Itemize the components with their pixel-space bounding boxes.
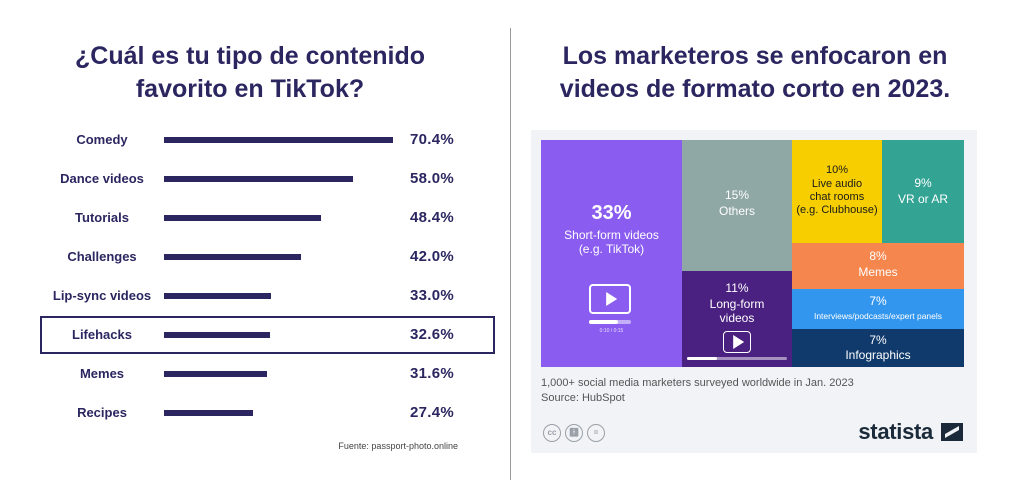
treemap-cell-memes: 8% Memes	[792, 243, 964, 289]
bar-value-label: 58.0%	[410, 170, 455, 187]
video-play-icon	[589, 284, 631, 314]
treemap-cell-long-form: 11% Long-form videos	[682, 271, 792, 367]
statista-logo[interactable]: statista	[833, 419, 963, 445]
bar-category-label: Memes	[79, 366, 125, 381]
video-progress-bar	[687, 357, 787, 360]
bar-category-label: Lip-sync videos	[52, 288, 152, 303]
video-progress-bar	[589, 320, 631, 324]
tiktok-content-bar-chart: Comedy 70.4% Dance videos 58.0% Tutorials 48.…	[0, 121, 510, 432]
bar	[164, 371, 267, 377]
bar-row: Recipes 27.4%	[0, 394, 510, 432]
right-chart-title: Los marketeros se enfocaron en videos de…	[559, 42, 951, 103]
bar-category-label: Comedy	[76, 132, 128, 147]
bar-category-label: Tutorials	[75, 210, 129, 225]
treemap-label: Interviews/podcasts/expert panels	[813, 311, 943, 321]
survey-note-line: 1,000+ social media marketers surveyed w…	[541, 377, 854, 389]
left-chart-title: ¿Cuál es tu tipo de contenido favorito e…	[75, 42, 425, 103]
survey-note: 1,000+ social media marketers surveyed w…	[541, 376, 854, 406]
bar-category-label: Dance videos	[60, 171, 144, 186]
bar-value-label: 32.6%	[410, 326, 455, 343]
treemap-label: Memes	[858, 265, 898, 279]
bar	[164, 332, 270, 338]
treemap-label: VR or AR	[897, 192, 948, 206]
left-panel: ¿Cuál es tu tipo de contenido favorito e…	[0, 42, 510, 451]
treemap-pct: 7%	[869, 333, 887, 347]
lifehacks-highlight-box	[40, 316, 495, 354]
statista-card: 33% Short-form videos (e.g. TikTok) 0:10 …	[531, 130, 977, 453]
bar-value-label: 27.4%	[410, 404, 455, 421]
bar-row: Comedy 70.4%	[0, 121, 510, 159]
bar	[164, 215, 321, 221]
brand-name: statista	[858, 419, 933, 444]
bar-row: Challenges 42.0%	[0, 238, 510, 276]
video-play-icon	[723, 331, 751, 353]
bar-row: Lip-sync videos 33.0%	[0, 277, 510, 315]
bar-value-label: 31.6%	[410, 365, 455, 382]
statista-mark-icon	[941, 423, 963, 441]
bar-value-label: 33.0%	[410, 287, 455, 304]
bar	[164, 410, 253, 416]
panel-divider	[510, 28, 511, 480]
treemap-pct: 15%	[724, 188, 750, 202]
treemap-cell-vr-ar: 9% VR or AR	[882, 140, 964, 243]
treemap-pct: 9%	[914, 176, 932, 190]
treemap-label: Short-form videos (e.g. TikTok)	[564, 228, 659, 256]
video-timecode: 0:10 / 0:15	[599, 328, 624, 334]
bar-value-label: 48.4%	[410, 209, 455, 226]
bar	[164, 293, 271, 299]
person-icon[interactable]: 🚹︎	[565, 424, 583, 442]
equals-icon[interactable]: =	[587, 424, 605, 442]
treemap-cell-infographics: 7% Infographics	[792, 329, 964, 367]
treemap-cell-short-form: 33% Short-form videos (e.g. TikTok) 0:10 …	[541, 140, 682, 367]
bar-value-label: 42.0%	[410, 248, 455, 265]
bar	[164, 254, 301, 260]
treemap-pct: 7%	[869, 294, 887, 308]
bar-row: Tutorials 48.4%	[0, 199, 510, 237]
bar-category-label: Lifehacks	[72, 327, 132, 342]
source-note-line: Source: HubSpot	[541, 392, 625, 404]
bar-row: Lifehacks 32.6%	[0, 316, 510, 354]
bar	[164, 137, 393, 143]
treemap-pct: 10%	[825, 164, 849, 176]
treemap-cell-others: 15% Others	[682, 140, 792, 271]
treemap-label: Long-form videos	[709, 297, 765, 325]
treemap-label: Live audio chat rooms (e.g. Clubhouse)	[796, 178, 878, 216]
bar-category-label: Recipes	[77, 405, 127, 420]
treemap-pct: 11%	[725, 281, 749, 295]
left-source: Fuente: passport-photo.online	[338, 441, 458, 451]
bar-row: Memes 31.6%	[0, 355, 510, 393]
bar-value-label: 70.4%	[410, 131, 455, 148]
treemap-cell-interviews: 7% Interviews/podcasts/expert panels	[792, 289, 964, 329]
treemap-pct: 8%	[869, 249, 887, 263]
bar-row: Dance videos 58.0%	[0, 160, 510, 198]
license-icons: cc 🚹︎ =	[543, 422, 609, 442]
treemap-label: Others	[718, 204, 755, 218]
bar-category-label: Challenges	[67, 249, 137, 264]
cc-icon[interactable]: cc	[543, 424, 561, 442]
treemap-label: Infographics	[845, 348, 911, 362]
treemap-pct: 33%	[591, 202, 632, 224]
treemap-cell-live-audio: 10% Live audio chat rooms (e.g. Clubhouse)	[792, 140, 882, 243]
bar	[164, 176, 353, 182]
